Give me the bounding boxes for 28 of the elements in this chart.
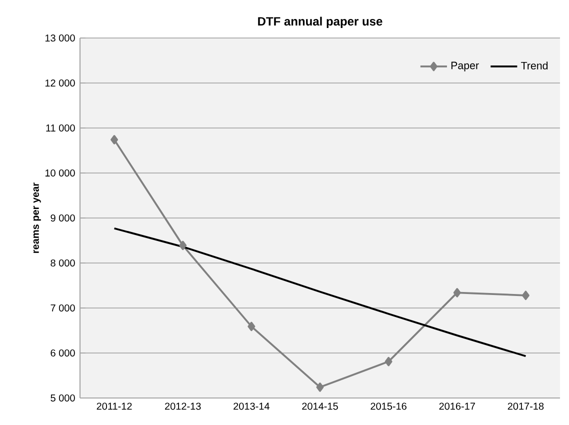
y-tick-label: 7 000	[50, 304, 75, 312]
y-tick-label: 6 000	[50, 349, 75, 357]
x-tick-label: 2017-18	[508, 402, 544, 410]
x-tick-label: 2012-13	[165, 402, 201, 410]
point	[110, 135, 118, 144]
y-tick-label: 11 000	[46, 124, 75, 132]
point	[453, 288, 461, 298]
point	[316, 382, 324, 392]
x-tick-label: 2015-16	[370, 402, 406, 410]
chart-title: DTF annual paper use	[258, 16, 382, 28]
point	[384, 356, 392, 366]
x-tick-label: 2014-15	[302, 402, 338, 410]
y-tick-label: 5 000	[50, 394, 75, 402]
x-tick-label: 2011-12	[96, 402, 132, 410]
point	[522, 290, 530, 300]
y-axis-title: reams per year	[33, 182, 41, 253]
legend-label: Trend	[521, 62, 548, 70]
y-tick-label: 12 000	[45, 79, 75, 87]
y-tick-label: 8 000	[50, 259, 75, 267]
y-tick-label: 9 000	[50, 214, 75, 222]
x-tick-label: 2013-14	[234, 402, 270, 410]
y-tick-label: 13 000	[45, 34, 75, 42]
x-tick-label: 2016-17	[439, 402, 475, 410]
line-series	[113, 227, 527, 358]
legend-label: Paper	[451, 62, 479, 72]
point	[179, 240, 187, 250]
y-tick-label: 10 000	[45, 169, 75, 177]
point	[248, 322, 256, 332]
